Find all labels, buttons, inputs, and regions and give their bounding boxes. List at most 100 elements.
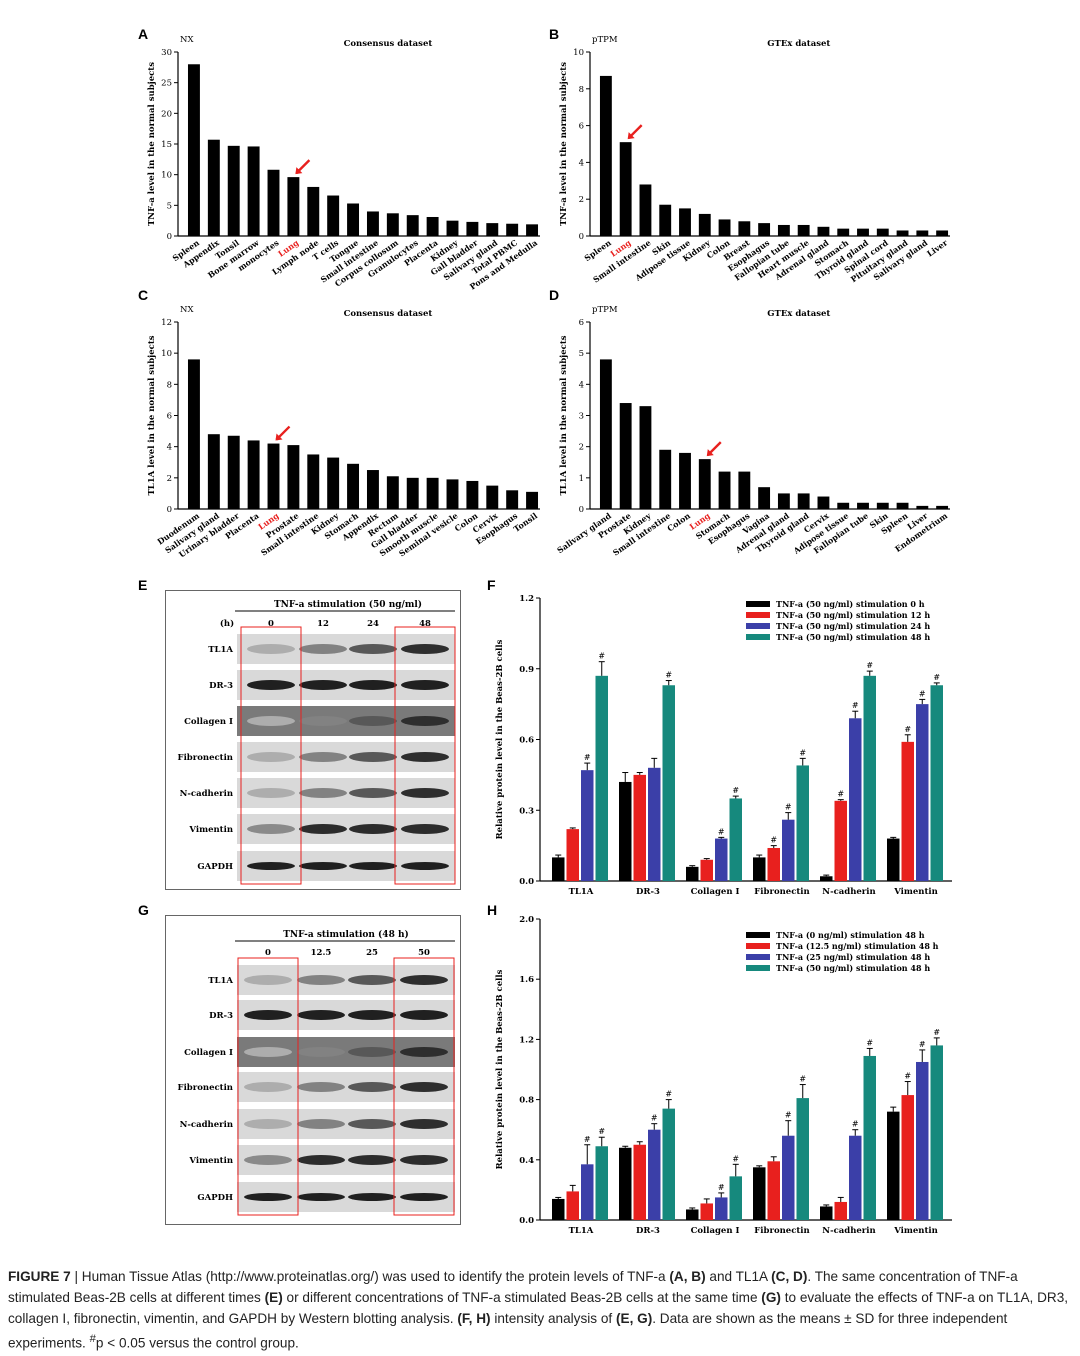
x-tick-label-f: Fibronectin: [754, 887, 809, 897]
panel-letter-h: H: [487, 902, 498, 918]
bar-c: [327, 457, 340, 509]
y-axis-label-b: TNF-a level in the normal subjects: [559, 62, 569, 226]
blot-protein-label-e: DR-3: [209, 681, 233, 691]
blot-band-g: [400, 1155, 448, 1165]
bar-f: [662, 685, 675, 881]
significance-marker-f: #: [785, 803, 792, 812]
bar-f: [595, 675, 608, 881]
caption-p7: . Data are shown as the means ± SD for t…: [8, 1311, 1008, 1351]
significance-marker-h: #: [651, 1114, 658, 1123]
legend-swatch-f: [746, 623, 770, 629]
bar-d: [599, 359, 612, 509]
bar-d: [619, 403, 632, 509]
y-tick-label-a: 0: [167, 232, 172, 242]
bar-f: [552, 857, 565, 881]
bar-h: [619, 1147, 632, 1220]
bar-d: [777, 493, 790, 509]
bar-d: [718, 471, 731, 509]
bar-h: [916, 1061, 929, 1220]
significance-marker-h: #: [598, 1127, 605, 1136]
bar-d: [797, 493, 810, 509]
y-tick-label-d: 2: [579, 443, 584, 453]
blot-band-e: [401, 644, 449, 654]
bar-b: [698, 213, 711, 236]
bar-h: [782, 1135, 795, 1220]
legend-label-f: TNF-a (50 ng/ml) stimulation 24 h: [776, 621, 930, 631]
bar-c: [207, 434, 220, 509]
caption-p6: intensity analysis of: [490, 1311, 616, 1326]
significance-marker-f: #: [933, 673, 940, 682]
bar-f: [700, 859, 713, 881]
panel-letter-e: E: [138, 577, 148, 593]
bar-c: [187, 359, 200, 509]
blot-band-g: [400, 975, 448, 985]
bar-h: [767, 1161, 780, 1220]
blot-band-g: [297, 1155, 345, 1165]
y-tick-label-a: 10: [161, 171, 172, 181]
blot-band-g: [297, 1010, 345, 1020]
blot-protein-label-g: Collagen I: [184, 1048, 233, 1058]
bar-h: [633, 1144, 646, 1220]
blot-band-e: [299, 788, 347, 798]
bar-d: [857, 502, 869, 509]
legend-label-h: TNF-a (50 ng/ml) stimulation 48 h: [776, 963, 930, 973]
blot-band-e: [349, 716, 397, 726]
bar-h: [566, 1191, 579, 1220]
bar-a: [446, 220, 459, 236]
bar-b: [619, 142, 632, 236]
bar-c: [366, 470, 379, 509]
bar-c: [267, 443, 280, 509]
legend-label-f: TNF-a (50 ng/ml) stimulation 48 h: [776, 632, 930, 642]
blot-header-g: TNF-a stimulation (48 h): [283, 929, 409, 940]
blot-band-e: [247, 644, 295, 654]
bar-f: [648, 767, 661, 881]
y-axis-label-f: Relative protein level in the Beas-2B ce…: [495, 639, 505, 839]
bar-a: [307, 186, 320, 236]
significance-marker-f: #: [799, 748, 806, 757]
significance-marker-f: #: [584, 753, 591, 762]
bar-c: [506, 490, 519, 509]
panel-letter-a: A: [138, 26, 149, 42]
bar-h: [648, 1129, 661, 1220]
highlight-arrowhead-d: [706, 449, 714, 457]
bar-a: [426, 216, 439, 236]
legend-label-h: TNF-a (12.5 ng/ml) stimulation 48 h: [776, 941, 939, 951]
bar-c: [227, 435, 240, 509]
significance-marker-h: #: [785, 1111, 792, 1120]
significance-marker-f: #: [866, 661, 873, 670]
caption-ref-e: (E): [264, 1290, 283, 1305]
significance-marker-h: #: [718, 1183, 725, 1192]
blot-band-g: [400, 1010, 448, 1020]
bar-d: [758, 487, 771, 509]
y-tick-label-d: 1: [579, 474, 584, 484]
x-tick-label-h: N-cadherin: [822, 1226, 875, 1236]
bar-f: [916, 704, 929, 881]
caption-ref-ab: (A, B): [669, 1269, 706, 1284]
blot-band-g: [348, 975, 396, 985]
bar-f: [581, 770, 594, 881]
highlight-arrowhead-b: [627, 132, 635, 140]
bar-b: [797, 224, 810, 236]
bar-h: [686, 1209, 699, 1220]
y-tick-label-c: 10: [161, 349, 172, 359]
bar-h: [901, 1095, 914, 1220]
significance-marker-h: #: [904, 1072, 911, 1081]
significance-marker-h: #: [799, 1075, 806, 1084]
y-tick-label-f: 0.9: [519, 665, 534, 675]
bar-f: [619, 781, 632, 881]
significance-marker-f: #: [904, 725, 911, 734]
panel-letter-b: B: [549, 26, 560, 42]
bar-a: [506, 223, 519, 236]
blot-protein-label-e: TL1A: [208, 645, 233, 655]
blot-band-g: [297, 1119, 345, 1129]
y-tick-label-h: 2.0: [519, 915, 534, 925]
caption-p4: or different concentrations of TNF-a sti…: [282, 1290, 762, 1305]
bar-f: [566, 829, 579, 881]
blot-band-e: [401, 752, 449, 762]
bar-d: [639, 406, 652, 509]
bar-d: [837, 502, 850, 509]
blot-band-e: [349, 752, 397, 762]
blot-band-e: [401, 862, 449, 870]
legend-label-h: TNF-a (25 ng/ml) stimulation 48 h: [776, 952, 930, 962]
bar-c: [247, 440, 260, 509]
